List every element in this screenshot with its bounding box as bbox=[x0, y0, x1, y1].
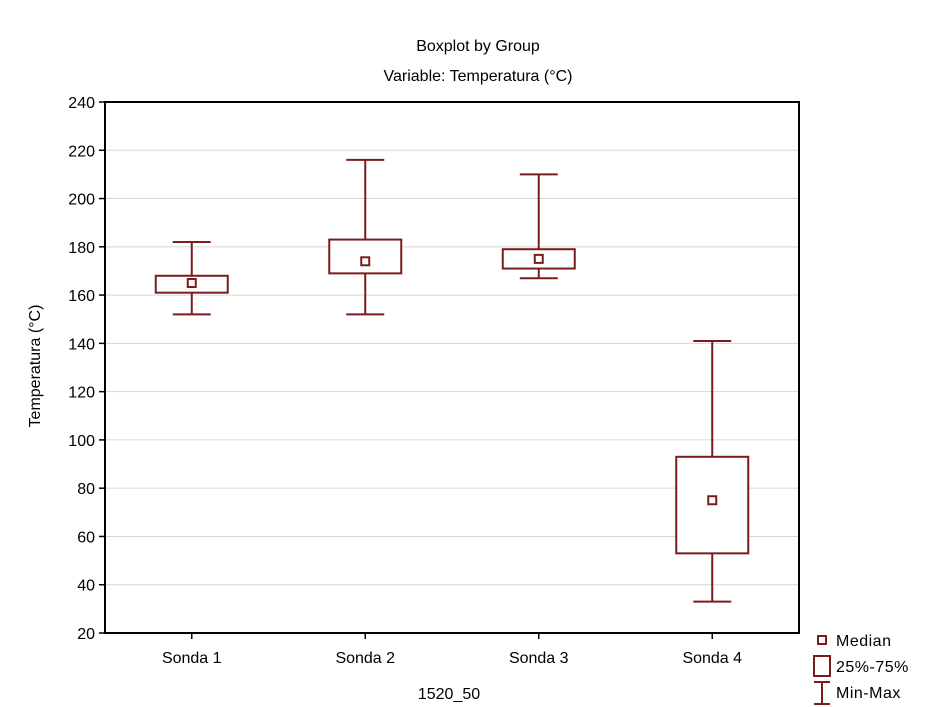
box-group bbox=[154, 240, 229, 316]
y-tick-label: 60 bbox=[77, 529, 95, 546]
y-tick-label: 180 bbox=[68, 240, 95, 257]
median-marker bbox=[533, 253, 544, 264]
legend-label: Min-Max bbox=[836, 685, 901, 702]
x-axis-ticks: Sonda 1 Sonda 2 Sonda 3 Sonda 4 bbox=[162, 633, 742, 667]
y-tick-label: 40 bbox=[77, 578, 95, 595]
box-group bbox=[675, 339, 750, 603]
legend-median-icon bbox=[817, 635, 827, 645]
x-axis-label: 1520_50 bbox=[418, 686, 480, 703]
median-marker bbox=[186, 278, 197, 289]
iqr-box bbox=[328, 238, 403, 275]
y-tick-label: 160 bbox=[68, 288, 95, 305]
x-tick-label: Sonda 3 bbox=[509, 650, 569, 667]
grid-lines bbox=[105, 149, 799, 586]
legend: Median 25%-75% Min-Max bbox=[813, 633, 909, 705]
y-tick-label: 20 bbox=[77, 626, 95, 643]
chart-subtitle: Variable: Temperatura (°C) bbox=[384, 68, 573, 85]
legend-icon-box bbox=[813, 655, 831, 677]
x-tick-label: Sonda 2 bbox=[335, 650, 395, 667]
median-marker bbox=[707, 495, 718, 506]
median-marker bbox=[360, 256, 371, 267]
y-tick-label: 240 bbox=[68, 95, 95, 112]
x-tick-label: Sonda 4 bbox=[682, 650, 742, 667]
box-series bbox=[154, 158, 750, 603]
y-tick-label: 100 bbox=[68, 433, 95, 450]
box-group bbox=[501, 173, 576, 280]
chart-title: Boxplot by Group bbox=[416, 38, 540, 55]
box-group bbox=[328, 158, 403, 316]
y-tick-label: 140 bbox=[68, 336, 95, 353]
legend-box-icon bbox=[813, 655, 831, 677]
legend-icon-whisker bbox=[814, 681, 830, 705]
y-axis-label: Temperatura (°C) bbox=[27, 305, 44, 428]
legend-label: 25%-75% bbox=[836, 659, 909, 676]
y-tick-label: 220 bbox=[68, 143, 95, 160]
y-tick-label: 80 bbox=[77, 481, 95, 498]
y-tick-label: 200 bbox=[68, 192, 95, 209]
y-axis-ticks: 20 40 60 80 100 120 140 160 180 200 220 240 bbox=[68, 95, 105, 643]
legend-label: Median bbox=[836, 633, 891, 650]
x-tick-label: Sonda 1 bbox=[162, 650, 222, 667]
legend-icon-median-square bbox=[817, 635, 827, 645]
y-tick-label: 120 bbox=[68, 385, 95, 402]
plot-frame bbox=[104, 101, 800, 634]
